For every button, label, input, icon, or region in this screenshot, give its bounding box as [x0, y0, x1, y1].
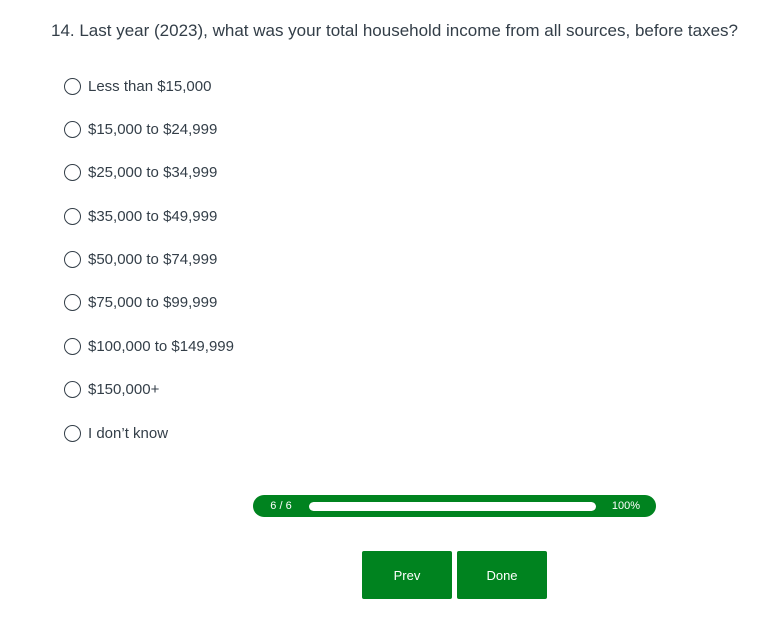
done-button[interactable]: Done [457, 551, 547, 599]
option-label: $35,000 to $49,999 [88, 207, 218, 225]
radio-button[interactable] [64, 251, 81, 269]
radio-button[interactable] [64, 77, 81, 95]
option-2[interactable]: $25,000 to $34,999 [64, 164, 234, 182]
option-label: $50,000 to $74,999 [88, 251, 218, 269]
option-7[interactable]: $150,000+ [64, 381, 234, 399]
progress-bar: 6 / 6 100% [253, 495, 656, 517]
progress-count: 6 / 6 [270, 500, 292, 512]
option-1[interactable]: $15,000 to $24,999 [64, 120, 234, 138]
progress-track [309, 501, 596, 511]
radio-button[interactable] [64, 381, 81, 399]
option-label: $75,000 to $99,999 [88, 294, 218, 312]
option-label: I don’t know [88, 424, 169, 442]
prev-button[interactable]: Prev [362, 551, 452, 599]
option-label: $15,000 to $24,999 [88, 120, 218, 138]
option-5[interactable]: $75,000 to $99,999 [64, 294, 234, 312]
option-8[interactable]: I don’t know [64, 424, 234, 442]
radio-button[interactable] [64, 207, 81, 225]
option-label: $25,000 to $34,999 [88, 164, 218, 182]
option-3[interactable]: $35,000 to $49,999 [64, 207, 234, 225]
radio-button[interactable] [64, 120, 81, 138]
option-4[interactable]: $50,000 to $74,999 [64, 251, 234, 269]
radio-button[interactable] [64, 294, 81, 312]
question-title: 14. Last year (2023), what was your tota… [51, 21, 738, 40]
answer-options: Less than $15,000 $15,000 to $24,999 $25,0… [64, 77, 234, 468]
option-label: Less than $15,000 [88, 77, 212, 95]
radio-button[interactable] [64, 424, 81, 442]
option-label: $100,000 to $149,999 [88, 337, 234, 355]
option-0[interactable]: Less than $15,000 [64, 77, 234, 95]
option-label: $150,000+ [88, 381, 160, 399]
progress-percent: 100% [611, 500, 641, 512]
radio-button[interactable] [64, 164, 81, 182]
option-6[interactable]: $100,000 to $149,999 [64, 337, 234, 355]
radio-button[interactable] [64, 337, 81, 355]
progress-fill [309, 501, 596, 511]
